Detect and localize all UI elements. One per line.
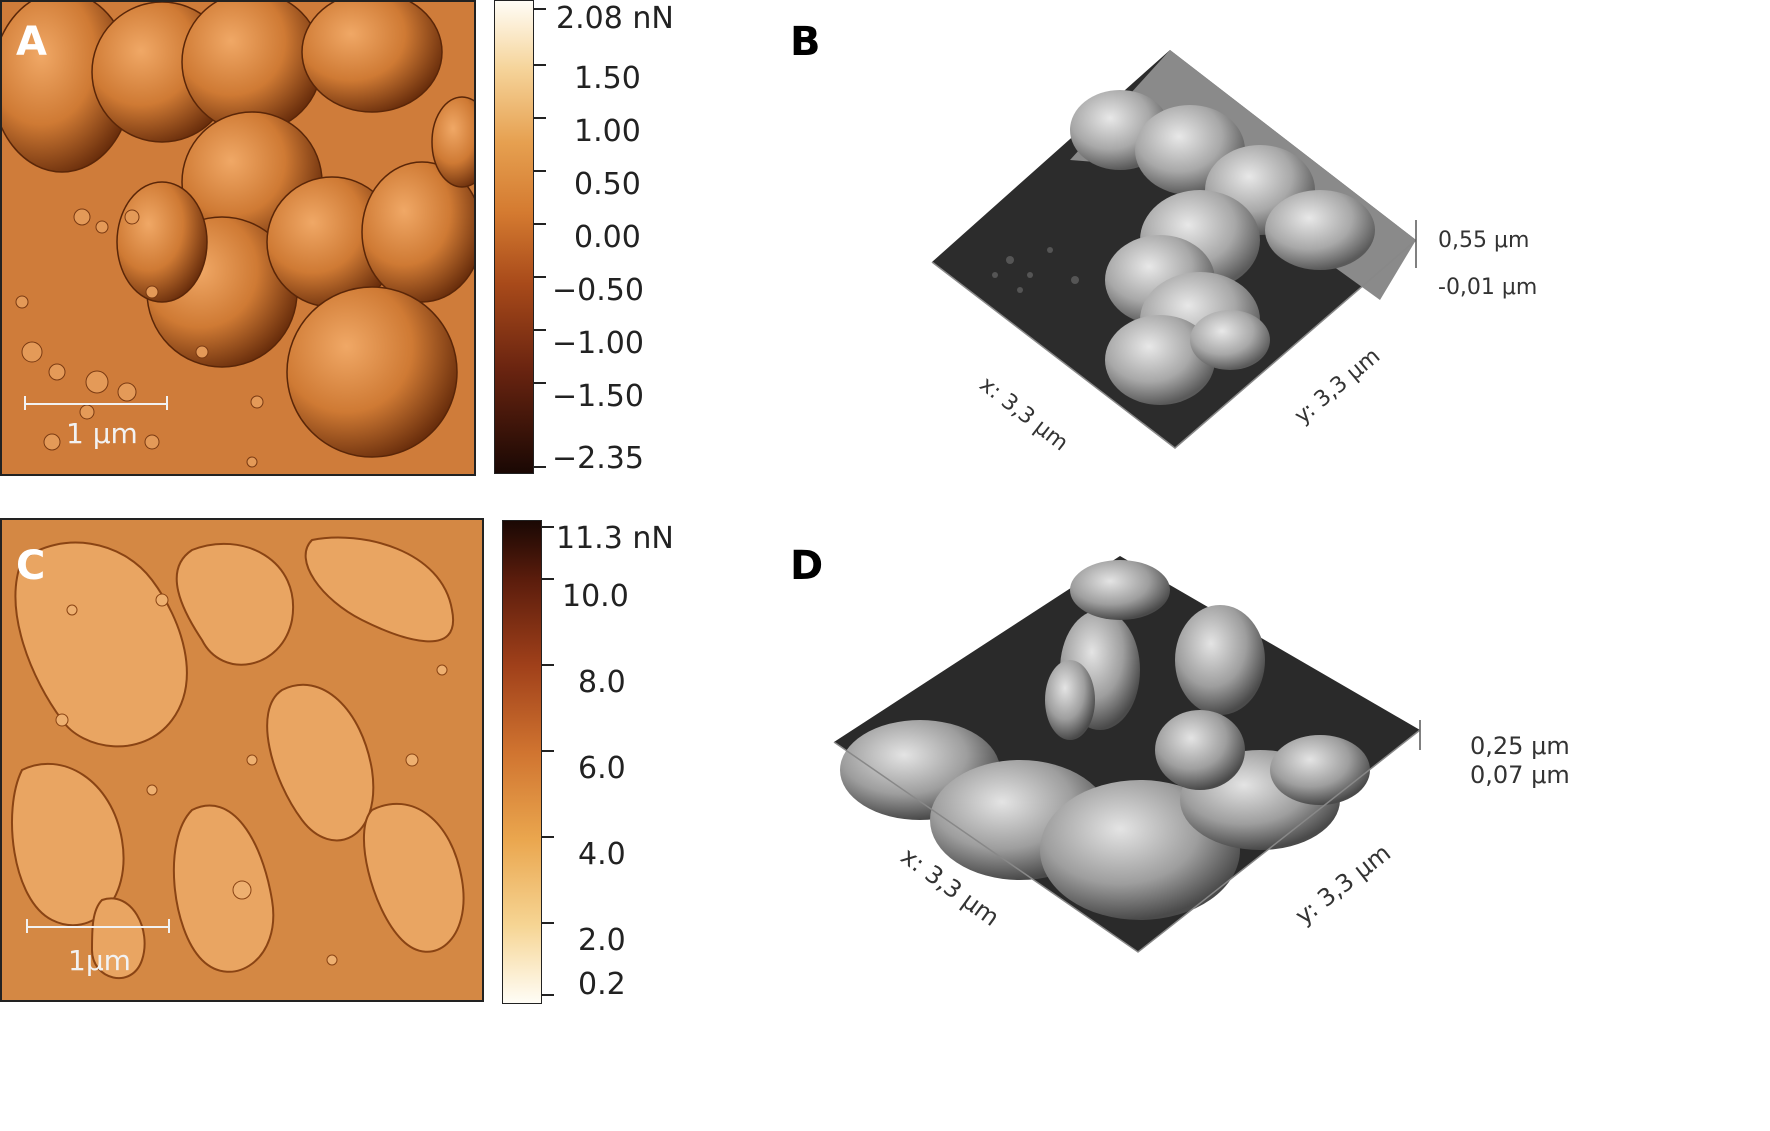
colorbar-c-label: 10.0 <box>562 579 629 614</box>
panel-d-z-max: 0,25 μm <box>1470 732 1570 760</box>
panel-a-letter: A <box>16 19 47 65</box>
panel-b-z-min: -0,01 μm <box>1438 275 1538 300</box>
colorbar-a-label: 1.50 <box>574 61 641 96</box>
colorbar-c-label: 0.2 <box>578 967 626 1002</box>
panel-a-afm-image <box>0 0 476 476</box>
colorbar-a-tick <box>534 64 546 66</box>
panel-c-scale-cap-left <box>26 919 28 933</box>
colorbar-a-label: −1.50 <box>552 379 644 414</box>
colorbar-c-label: 6.0 <box>578 751 626 786</box>
panel-c-scale-bar <box>26 926 170 928</box>
colorbar-a-label: 2.08 nN <box>556 1 674 36</box>
colorbar-c-tick <box>542 836 554 838</box>
panel-b-3d-topography <box>931 50 1417 449</box>
colorbar-a-tick <box>534 276 546 278</box>
colorbar-a-tick <box>534 117 546 119</box>
colorbar-a-tick <box>534 382 546 384</box>
panel-a-scale-bar <box>24 403 168 405</box>
panel-a-texture <box>2 2 474 474</box>
colorbar-c-label: 2.0 <box>578 923 626 958</box>
colorbar-c-label: 4.0 <box>578 837 626 872</box>
panel-c-colorbar <box>502 520 542 1004</box>
panel-d-letter: D <box>790 543 824 589</box>
colorbar-c-tick <box>542 994 554 996</box>
colorbar-a-tick <box>534 170 546 172</box>
colorbar-a-tick <box>534 8 546 10</box>
colorbar-a-tick <box>534 466 546 468</box>
panel-b-z-max: 0,55 μm <box>1438 228 1530 253</box>
colorbar-a-tick <box>534 223 546 225</box>
colorbar-c-label: 11.3 nN <box>556 521 674 556</box>
panel-c-letter: C <box>16 543 46 589</box>
panel-a-scale-cap-right <box>166 396 168 410</box>
panel-a-scale-cap-left <box>24 396 26 410</box>
panel-d-3d-topography <box>833 556 1421 953</box>
colorbar-a-label: 1.00 <box>574 114 641 149</box>
colorbar-c-tick <box>542 526 554 528</box>
panel-a-scale-label: 1 μm <box>66 417 138 450</box>
colorbar-a-label: −2.35 <box>552 441 644 476</box>
panel-a-colorbar <box>494 0 534 474</box>
colorbar-a-label: 0.00 <box>574 220 641 255</box>
panel-c-scale-cap-right <box>168 919 170 933</box>
panel-b-letter: B <box>790 19 821 65</box>
panel-d-z-min: 0,07 μm <box>1470 761 1570 789</box>
panel-c-texture <box>2 520 482 1000</box>
colorbar-c-tick <box>542 578 554 580</box>
colorbar-a-label: 0.50 <box>574 167 641 202</box>
colorbar-c-tick <box>542 664 554 666</box>
panel-c-scale-label: 1μm <box>68 944 131 977</box>
colorbar-a-label: −1.00 <box>552 326 644 361</box>
panel-c-afm-image <box>0 518 484 1002</box>
colorbar-c-label: 8.0 <box>578 665 626 700</box>
colorbar-a-tick <box>534 329 546 331</box>
colorbar-a-label: −0.50 <box>552 273 644 308</box>
colorbar-c-tick <box>542 922 554 924</box>
colorbar-c-tick <box>542 750 554 752</box>
